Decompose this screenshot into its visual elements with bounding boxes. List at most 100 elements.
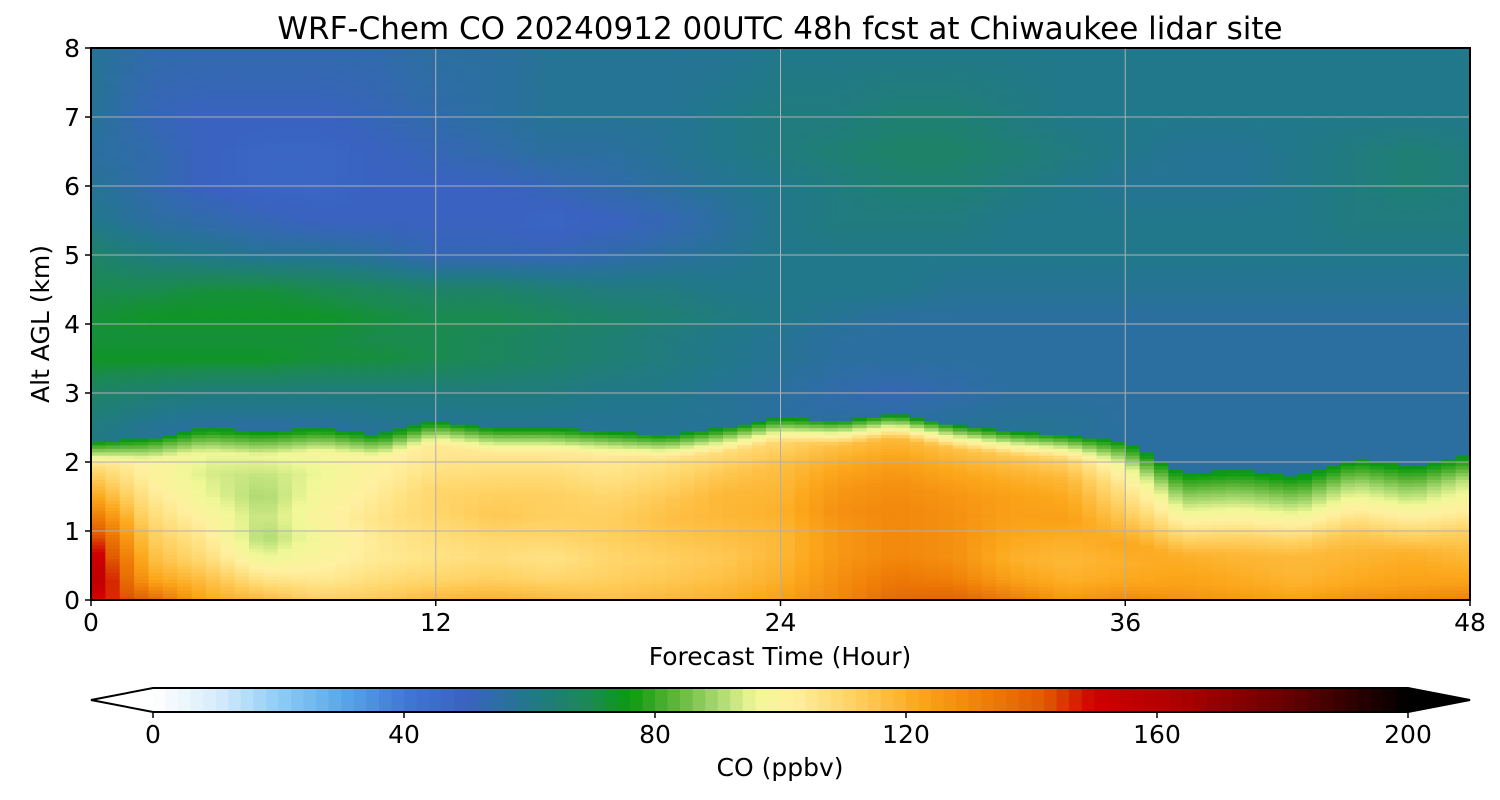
heatmap-cell [435,127,451,132]
heatmap-cell [349,393,365,398]
heatmap-cell [191,72,207,77]
heatmap-cell [177,379,193,384]
heatmap-cell [478,472,494,477]
heatmap-cell [493,586,509,591]
heatmap-cell [205,303,221,308]
heatmap-cell [478,455,494,460]
heatmap-cell [249,510,264,515]
heatmap-cell [263,365,279,370]
heatmap-cell [162,255,178,260]
heatmap-cell [91,165,106,170]
heatmap-cell [335,58,351,63]
heatmap-cell [162,206,178,211]
heatmap-cell [378,468,394,473]
heatmap-cell [464,555,480,560]
heatmap-cell [478,217,494,222]
heatmap-cell [478,213,494,218]
heatmap-cell [191,144,207,149]
heatmap-cell [493,196,509,201]
heatmap-cell [134,54,150,59]
heatmap-cell [478,320,494,325]
heatmap-cell [91,196,106,201]
heatmap-cell [464,317,480,322]
heatmap-cell [263,544,279,549]
heatmap-cell [205,230,221,235]
heatmap-cell [191,299,207,304]
heatmap-cell [478,430,494,435]
heatmap-cell [162,103,178,108]
heatmap-cell [349,213,365,218]
heatmap-cell [450,220,466,225]
heatmap-cell [105,410,121,415]
heatmap-cell [119,562,135,567]
heatmap-cell [220,265,236,270]
heatmap-cell [191,137,207,142]
heatmap-cell [421,444,437,449]
heatmap-cell [263,234,279,239]
heatmap-cell [292,227,308,232]
heatmap-cell [407,458,422,463]
heatmap-cell [148,358,164,363]
heatmap-cell [177,296,193,301]
heatmap-cell [234,462,250,467]
heatmap-cell [105,475,121,480]
heatmap-cell [378,54,394,59]
heatmap-cell [263,324,279,329]
heatmap-cell [162,120,178,125]
heatmap-cell [349,123,365,128]
heatmap-cell [521,72,537,77]
heatmap-cell [220,227,236,232]
heatmap-cell [363,92,379,97]
heatmap-cell [263,361,279,366]
heatmap-cell [450,310,466,315]
heatmap-cell [205,292,221,297]
heatmap-cell [407,186,422,191]
heatmap-cell [450,458,466,463]
heatmap-cell [378,313,394,318]
heatmap-cell [292,348,308,353]
heatmap-cell [277,441,293,446]
heatmap-cell [378,103,394,108]
heatmap-cell [363,151,379,156]
heatmap-cell [205,417,221,422]
heatmap-cell [507,286,523,291]
heatmap-cell [263,520,279,525]
heatmap-cell [335,413,351,418]
heatmap-cell [177,292,193,297]
heatmap-cell [435,351,451,356]
heatmap-cell [306,282,322,287]
heatmap-cell [493,472,509,477]
heatmap-cell [277,223,293,228]
heatmap-cell [134,175,150,180]
heatmap-cell [378,430,394,435]
heatmap-cell [91,279,106,284]
heatmap-cell [91,548,106,553]
heatmap-cell [435,593,451,598]
heatmap-cell [335,258,351,263]
heatmap-cell [234,227,250,232]
heatmap-cell [177,427,193,432]
heatmap-cell [335,82,351,87]
heatmap-cell [306,493,322,498]
heatmap-cell [320,117,336,122]
heatmap-cell [478,534,494,539]
heatmap-cell [435,54,451,59]
heatmap-cell [306,372,322,377]
heatmap-cell [521,217,537,222]
heatmap-cell [493,306,509,311]
heatmap-cell [435,310,451,315]
heatmap-cell [464,565,480,570]
heatmap-cell [493,217,509,222]
heatmap-cell [392,227,408,232]
heatmap-cell [536,582,552,587]
heatmap-cell [119,186,135,191]
heatmap-cell [191,58,207,63]
heatmap-cell [349,110,365,115]
heatmap-cell [177,65,193,70]
heatmap-cell [407,189,422,194]
heatmap-cell [306,72,322,77]
heatmap-cell [521,551,537,556]
heatmap-cell [363,406,379,411]
heatmap-cell [191,210,207,215]
heatmap-cell [378,417,394,422]
